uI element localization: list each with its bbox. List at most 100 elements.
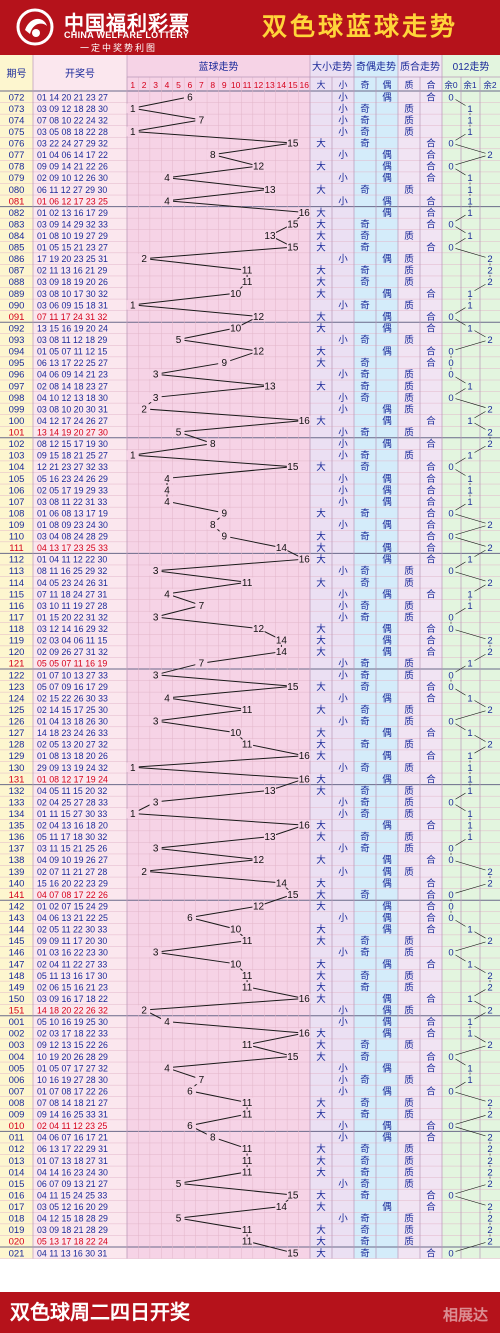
winning-numbers-cell: 03 11 15 21 25 26 bbox=[37, 844, 107, 854]
mod3-mark-bg bbox=[485, 878, 495, 888]
blue-ball-mark: 3 bbox=[153, 670, 159, 681]
mod3-mark: 2 bbox=[487, 404, 492, 415]
period-cell: 108 bbox=[9, 508, 25, 519]
blue-ball-mark: 1 bbox=[130, 300, 136, 311]
mod3-mark-bg bbox=[446, 531, 456, 541]
oddeven-mark: 奇 bbox=[360, 808, 370, 820]
blue-ball-mark: 4 bbox=[164, 485, 170, 496]
oddeven-mark: 偶 bbox=[382, 635, 392, 647]
blue-ball-mark: 11 bbox=[242, 740, 253, 751]
winning-numbers-cell: 05 16 23 24 26 29 bbox=[37, 474, 108, 484]
mod3-mark-bg bbox=[485, 1109, 495, 1119]
primecomp-mark: 质 bbox=[404, 1039, 414, 1051]
period-cell: 080 bbox=[9, 185, 25, 196]
mod3-mark-bg bbox=[485, 635, 495, 645]
winning-numbers-cell: 02 05 13 20 27 32 bbox=[37, 740, 108, 750]
oddeven-mark: 奇 bbox=[360, 981, 370, 993]
winning-numbers-cell: 09 12 13 15 22 26 bbox=[37, 1040, 108, 1050]
blue-ball-mark-bg bbox=[229, 959, 242, 969]
primecomp-mark: 合 bbox=[426, 727, 436, 739]
blue-ball-mark-bg bbox=[241, 1097, 254, 1108]
period-cell: 001 bbox=[9, 1017, 25, 1028]
primecomp-mark: 合 bbox=[426, 900, 436, 912]
primecomp-mark: 质 bbox=[404, 126, 414, 138]
mod3-mark: 1 bbox=[467, 728, 472, 739]
primecomp-mark: 合 bbox=[426, 1189, 436, 1201]
blue-ball-mark: 11 bbox=[242, 277, 253, 288]
oddeven-mark: 偶 bbox=[382, 1016, 392, 1028]
blue-ball-mark-bg bbox=[252, 901, 265, 911]
mod3-mark: 2 bbox=[487, 1006, 492, 1017]
mod3-mark-bg bbox=[465, 473, 475, 484]
oddeven-mark: 奇 bbox=[360, 1224, 370, 1236]
period-cell: 120 bbox=[9, 647, 25, 658]
oddeven-mark: 奇 bbox=[360, 114, 370, 126]
blue-ball-mark-bg bbox=[241, 970, 254, 981]
oddeven-mark: 奇 bbox=[360, 380, 370, 392]
period-cell: 101 bbox=[9, 428, 25, 439]
mod3-mark: 2 bbox=[487, 740, 492, 751]
blue-ball-mark-bg bbox=[161, 172, 174, 183]
primecomp-mark: 质 bbox=[404, 981, 414, 993]
bigsmall-mark: 小 bbox=[338, 451, 348, 462]
period-cell: 114 bbox=[9, 578, 24, 589]
winning-numbers-cell: 01 08 12 17 19 24 bbox=[37, 774, 108, 784]
blue-ball-mark-bg bbox=[298, 750, 311, 761]
period-cell: 115 bbox=[9, 589, 24, 600]
mod3-mark-bg bbox=[485, 542, 495, 553]
mod3-mark: 0 bbox=[448, 370, 453, 381]
winning-numbers-cell: 05 13 17 18 22 24 bbox=[37, 1237, 108, 1247]
winning-numbers-cell: 13 15 16 19 20 24 bbox=[37, 323, 108, 333]
mod3-mark: 2 bbox=[487, 1179, 492, 1190]
bigsmall-mark: 小 bbox=[338, 104, 348, 115]
primecomp-mark: 合 bbox=[426, 91, 436, 103]
mod3-mark-bg bbox=[465, 415, 475, 426]
mod3-mark: 2 bbox=[487, 1237, 492, 1248]
blue-ball-mark-bg bbox=[286, 242, 299, 252]
oddeven-mark: 奇 bbox=[360, 831, 370, 843]
period-cell: 136 bbox=[9, 832, 25, 843]
mod3-mark: 2 bbox=[487, 867, 492, 878]
blue-ball-mark: 5 bbox=[176, 335, 182, 346]
oddeven-mark: 偶 bbox=[382, 403, 392, 415]
winning-numbers-cell: 10 16 19 27 28 30 bbox=[37, 1075, 108, 1085]
winning-numbers-cell: 05 10 16 19 25 30 bbox=[37, 1017, 108, 1027]
bigsmall-mark: 大 bbox=[316, 877, 326, 889]
footer-bar: 双色球周二四日开奖 相展达 bbox=[0, 1292, 500, 1333]
blue-ball-mark-bg bbox=[149, 716, 162, 726]
oddeven-mark: 偶 bbox=[382, 958, 392, 970]
bigsmall-mark: 大 bbox=[316, 265, 326, 277]
blue-ball-mark-bg bbox=[206, 519, 219, 530]
period-cell: 145 bbox=[9, 936, 25, 947]
primecomp-mark: 合 bbox=[426, 554, 436, 566]
oddeven-mark: 偶 bbox=[382, 924, 392, 936]
blue-ball-mark: 3 bbox=[153, 717, 159, 728]
mod3-mark: 1 bbox=[467, 555, 472, 566]
mod3-mark-bg bbox=[485, 1201, 495, 1212]
blue-ball-mark-bg bbox=[149, 392, 162, 403]
mod3-mark-bg bbox=[485, 935, 495, 946]
bigsmall-mark: 小 bbox=[338, 612, 348, 623]
primecomp-mark: 合 bbox=[426, 820, 436, 832]
oddeven-mark: 奇 bbox=[360, 334, 370, 346]
oddeven-mark: 偶 bbox=[382, 519, 392, 531]
oddeven-mark: 奇 bbox=[360, 299, 370, 311]
mod3-mark: 0 bbox=[448, 624, 453, 635]
mod3-mark: 1 bbox=[467, 774, 472, 785]
blue-ball-mark-bg bbox=[241, 1109, 254, 1119]
mod3-mark-bg bbox=[465, 658, 475, 668]
blue-ball-mark: 16 bbox=[299, 994, 311, 1005]
bigsmall-mark: 小 bbox=[338, 763, 348, 774]
mod3-mark: 0 bbox=[448, 162, 453, 173]
blue-ball-mark-bg bbox=[183, 1120, 196, 1131]
mod3-mark-bg bbox=[465, 727, 475, 738]
blue-ball-mark-bg bbox=[263, 381, 276, 391]
oddeven-mark: 奇 bbox=[360, 1143, 370, 1155]
winning-numbers-cell: 03 08 10 20 30 31 bbox=[37, 404, 108, 414]
numbers-header: 开奖号 bbox=[65, 67, 95, 80]
oddeven-mark: 奇 bbox=[360, 1236, 370, 1248]
bigsmall-mark: 小 bbox=[338, 1214, 348, 1225]
period-cell: 074 bbox=[9, 115, 25, 126]
blue-ball-mark-bg bbox=[252, 161, 265, 171]
oddeven-mark: 奇 bbox=[360, 392, 370, 404]
